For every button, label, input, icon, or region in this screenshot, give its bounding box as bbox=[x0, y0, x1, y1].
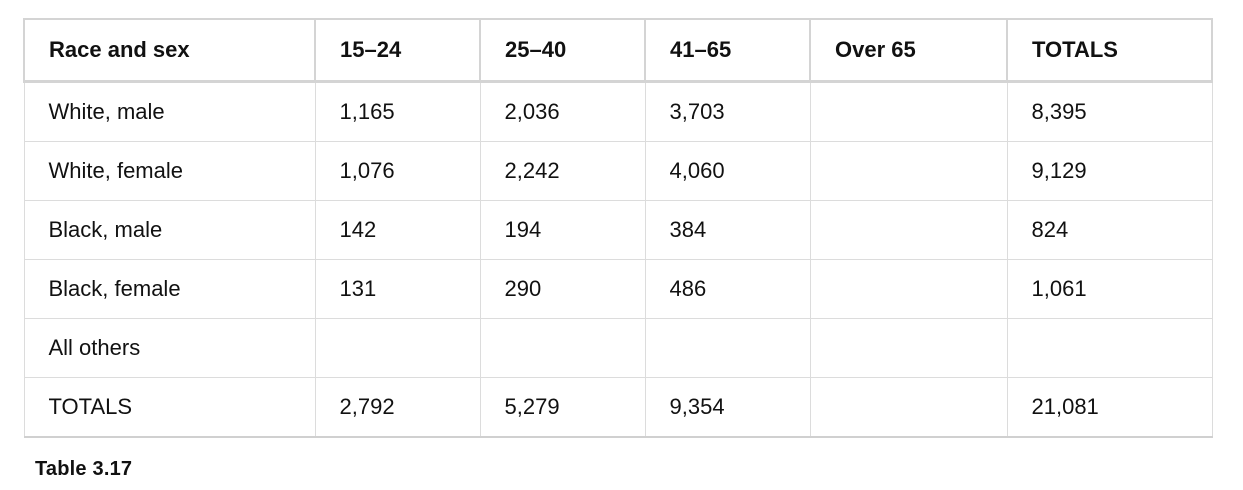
table-cell: 131 bbox=[314, 259, 481, 319]
table-cell: 1,076 bbox=[314, 141, 481, 201]
table-cell bbox=[809, 200, 1008, 260]
grand-total-cell: 21,081 bbox=[1006, 377, 1213, 438]
header-cell-totals: TOTALS bbox=[1006, 18, 1213, 83]
table-cell: 2,036 bbox=[479, 81, 646, 142]
race-sex-age-table: Race and sex 15–24 25–40 41–65 Over 65 T… bbox=[23, 18, 1213, 438]
row-total-cell: 1,061 bbox=[1006, 259, 1213, 319]
header-cell-race-and-sex: Race and sex bbox=[23, 18, 316, 83]
table-cell bbox=[809, 259, 1008, 319]
table-cell bbox=[479, 318, 646, 378]
table-cell: 486 bbox=[644, 259, 811, 319]
table-row: White, male 1,165 2,036 3,703 8,395 bbox=[23, 81, 1213, 142]
table-cell: 5,279 bbox=[479, 377, 646, 438]
table-cell: 9,354 bbox=[644, 377, 811, 438]
row-total-cell: 824 bbox=[1006, 200, 1213, 260]
row-total-cell: 9,129 bbox=[1006, 141, 1213, 201]
table-cell bbox=[809, 318, 1008, 378]
table-cell: 4,060 bbox=[644, 141, 811, 201]
table-cell bbox=[809, 81, 1008, 142]
table-cell: 3,703 bbox=[644, 81, 811, 142]
row-label-cell: White, female bbox=[23, 141, 316, 201]
header-row: Race and sex 15–24 25–40 41–65 Over 65 T… bbox=[23, 18, 1213, 83]
row-total-cell: 8,395 bbox=[1006, 81, 1213, 142]
row-label-cell: White, male bbox=[23, 81, 316, 142]
table-body: White, male 1,165 2,036 3,703 8,395 Whit… bbox=[23, 81, 1213, 438]
header-cell-25-40: 25–40 bbox=[479, 18, 646, 83]
table-cell bbox=[809, 377, 1008, 438]
header-cell-41-65: 41–65 bbox=[644, 18, 811, 83]
row-label-cell: TOTALS bbox=[23, 377, 316, 438]
table-cell: 2,792 bbox=[314, 377, 481, 438]
table-row: Black, male 142 194 384 824 bbox=[23, 200, 1213, 260]
table-cell: 384 bbox=[644, 200, 811, 260]
table-cell: 1,165 bbox=[314, 81, 481, 142]
table-row-totals: TOTALS 2,792 5,279 9,354 21,081 bbox=[23, 377, 1213, 438]
table-cell: 194 bbox=[479, 200, 646, 260]
table-cell bbox=[314, 318, 481, 378]
table-cell: 142 bbox=[314, 200, 481, 260]
table-cell: 2,242 bbox=[479, 141, 646, 201]
row-label-cell: Black, female bbox=[23, 259, 316, 319]
table-row: All others bbox=[23, 318, 1213, 378]
table-cell: 290 bbox=[479, 259, 646, 319]
header-cell-15-24: 15–24 bbox=[314, 18, 481, 83]
table-caption: Table 3.17 bbox=[35, 458, 133, 480]
header-cell-over-65: Over 65 bbox=[809, 18, 1008, 83]
row-label-cell: Black, male bbox=[23, 200, 316, 260]
table-row: White, female 1,076 2,242 4,060 9,129 bbox=[23, 141, 1213, 201]
table-row: Black, female 131 290 486 1,061 bbox=[23, 259, 1213, 319]
table-header: Race and sex 15–24 25–40 41–65 Over 65 T… bbox=[23, 18, 1213, 83]
table-cell bbox=[644, 318, 811, 378]
data-table-container: Race and sex 15–24 25–40 41–65 Over 65 T… bbox=[23, 18, 1213, 438]
row-total-cell bbox=[1006, 318, 1213, 378]
row-label-cell: All others bbox=[23, 318, 316, 378]
table-cell bbox=[809, 141, 1008, 201]
